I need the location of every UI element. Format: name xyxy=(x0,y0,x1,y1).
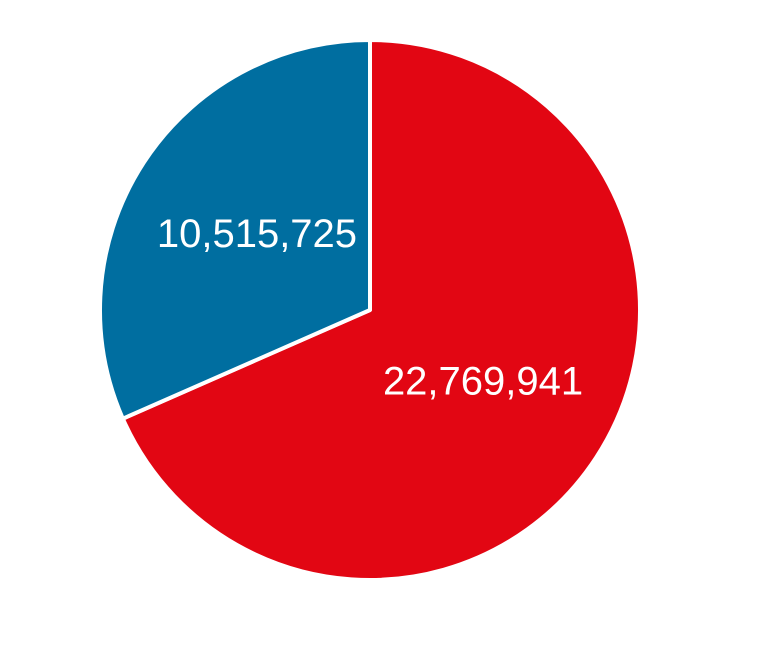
pie-slice xyxy=(120,38,642,582)
pie-slice xyxy=(98,38,372,421)
data-label: 10,515,725 xyxy=(157,212,357,256)
data-label: 22,769,941 xyxy=(383,359,583,403)
